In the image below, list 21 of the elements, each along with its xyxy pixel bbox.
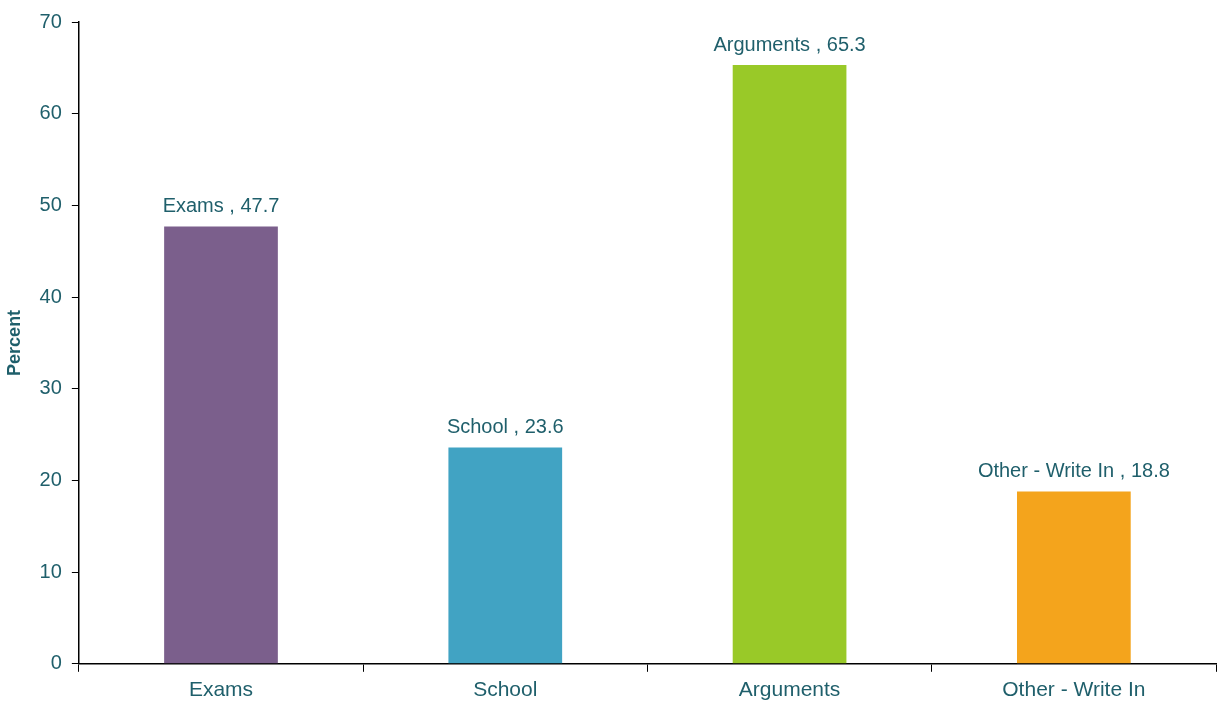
y-tick-label: 30 <box>39 376 62 399</box>
x-tick-label: School <box>473 677 538 701</box>
y-tick-label: 10 <box>39 559 62 582</box>
data-label: School , 23.6 <box>446 414 564 437</box>
bar <box>448 447 563 664</box>
x-tick-label: Exams <box>188 677 254 701</box>
y-tick-label: 0 <box>50 651 62 674</box>
bar <box>732 65 847 664</box>
data-label: Other - Write In , 18.8 <box>977 458 1170 481</box>
y-tick-label: 70 <box>39 9 62 32</box>
data-label: Exams , 47.7 <box>162 193 280 216</box>
bar <box>164 226 278 664</box>
x-tick-label: Other - Write In <box>1002 677 1146 701</box>
bar <box>1017 491 1131 664</box>
x-tick-label: Arguments <box>738 677 841 701</box>
y-tick-label: 60 <box>39 101 62 124</box>
y-axis-title: Percent <box>3 309 24 376</box>
y-tick-label: 20 <box>39 467 62 490</box>
y-tick-label: 40 <box>39 284 62 307</box>
y-tick-label: 50 <box>39 192 62 215</box>
data-label: Arguments , 65.3 <box>713 32 866 55</box>
